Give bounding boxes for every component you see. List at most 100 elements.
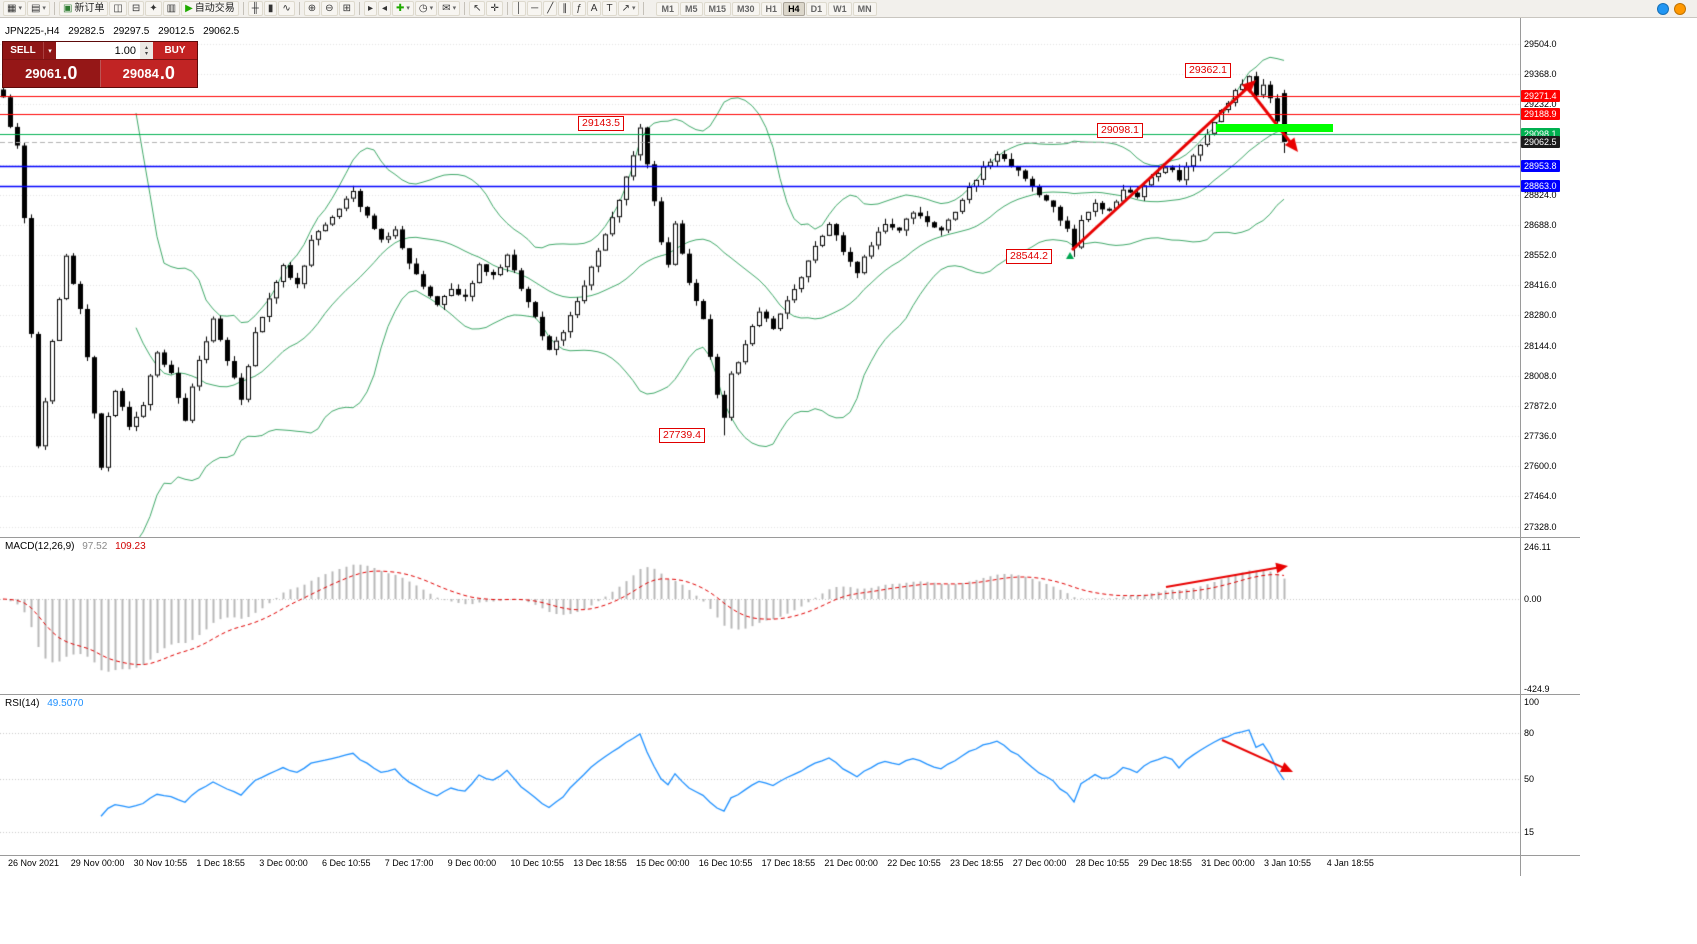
toolbar-separator — [358, 2, 360, 15]
label-button[interactable]: T — [602, 1, 617, 16]
sell-button[interactable]: SELL — [3, 42, 43, 59]
fibonacci-button[interactable]: ƒ — [572, 1, 586, 16]
line-chart-button[interactable]: ∿ — [278, 1, 295, 16]
timeframe-h4[interactable]: H4 — [783, 1, 805, 16]
close-value: 29062.5 — [203, 26, 240, 37]
sell-price[interactable]: 29061.0 — [3, 60, 101, 87]
price-axis-label: 28144.0 — [1524, 340, 1557, 351]
volume-input[interactable] — [56, 42, 140, 59]
price-axis-label: 29504.0 — [1524, 39, 1557, 49]
symbol-period-label: JPN225-,H4 — [5, 26, 60, 37]
data-window-button[interactable]: ⊟ — [127, 1, 145, 16]
trendline-button[interactable]: ╱ — [543, 1, 558, 16]
news-icon[interactable] — [1674, 2, 1686, 15]
price-axis[interactable]: 29504.029368.029232.029096.028960.028824… — [1520, 18, 1610, 876]
community-icon[interactable] — [1657, 2, 1669, 15]
panel-separator[interactable] — [0, 855, 1580, 856]
price-level-label: 29062.5 — [1521, 135, 1560, 148]
price-axis-label: 28008.0 — [1524, 370, 1557, 381]
label-icon: T — [606, 3, 613, 14]
profiles-button[interactable]: ▤ ▾ — [26, 1, 50, 16]
volume-stepper[interactable]: ▴ ▾ — [140, 42, 153, 59]
bar-chart-icon: ╫ — [251, 3, 259, 14]
horizontal-line-button[interactable]: ─ — [527, 1, 543, 16]
cursor-button[interactable]: ↖ — [469, 1, 486, 16]
time-axis-label: 30 Nov 10:55 — [133, 858, 188, 868]
zoom-in-icon: ⊕ — [307, 3, 317, 14]
time-axis-label: 3 Jan 10:55 — [1264, 858, 1312, 868]
market-watch-button[interactable]: ◫ — [109, 1, 127, 16]
template-button[interactable]: ✉ ▾ — [438, 1, 461, 16]
time-axis-label: 29 Dec 18:55 — [1138, 858, 1192, 868]
cursor-icon: ↖ — [473, 3, 482, 14]
arrows-button[interactable]: ↗ ▾ — [617, 1, 640, 16]
timeframe-w1[interactable]: W1 — [828, 1, 852, 16]
high-value: 29297.5 — [113, 26, 150, 37]
time-axis-label: 1 Dec 18:55 — [196, 858, 245, 868]
timeframe-m5[interactable]: M5 — [680, 1, 703, 16]
timeframe-m1[interactable]: M1 — [656, 1, 679, 16]
highlight-zone[interactable] — [1216, 124, 1333, 132]
period-button[interactable]: ◷ ▾ — [414, 1, 438, 16]
text-button[interactable]: A — [586, 1, 602, 16]
new-order-icon: ▣ — [62, 3, 73, 14]
add-indicator-button[interactable]: ✚ ▾ — [392, 1, 414, 16]
time-axis-label: 15 Dec 00:00 — [636, 858, 690, 868]
buy-price-int: 29084 — [122, 66, 159, 81]
price-axis-label: 27328.0 — [1524, 521, 1557, 532]
toolbar-separator — [298, 2, 300, 15]
main-price-chart[interactable] — [0, 18, 1520, 537]
order-type-dropdown[interactable]: ▾ — [43, 42, 56, 59]
price-annotation[interactable]: 27739.4 — [659, 428, 705, 443]
candle-chart-button[interactable]: ▮ — [263, 1, 278, 16]
data-window-icon: ⊟ — [131, 3, 141, 14]
timeframe-d1[interactable]: D1 — [805, 1, 828, 16]
timeframe-mn[interactable]: MN — [852, 1, 877, 16]
crosshair-icon: ✛ — [490, 3, 499, 14]
panel-separator[interactable] — [0, 694, 1580, 695]
time-axis-label: 3 Dec 00:00 — [259, 858, 308, 868]
price-axis-label: 29232.0 — [1524, 99, 1557, 110]
zoom-out-button[interactable]: ⊖ — [321, 1, 338, 16]
terminal-button[interactable]: ▥ — [162, 1, 181, 16]
time-axis-label: 13 Dec 18:55 — [573, 858, 627, 868]
price-annotation[interactable]: 29143.5 — [578, 116, 624, 131]
crosshair-button[interactable]: ✛ — [486, 1, 503, 16]
time-axis[interactable]: 26 Nov 2021 29 Nov 00:00 30 Nov 10:55 1 Dec… — [0, 856, 1580, 876]
new-chart-button[interactable]: ▦ ▾ — [3, 1, 26, 16]
zoom-in-button[interactable]: ⊕ — [303, 1, 321, 16]
buy-price[interactable]: 29084.0 — [100, 60, 197, 87]
time-axis-label: 21 Dec 00:00 — [824, 858, 878, 868]
arrows-icon: ↗ — [621, 3, 630, 14]
timeframe-m30[interactable]: M30 — [732, 1, 760, 16]
trendline-icon: ╱ — [547, 3, 554, 14]
navigator-button[interactable]: ✦ — [145, 1, 162, 16]
autotrading-button[interactable]: ▶ 自动交易 — [181, 1, 239, 16]
auto-scroll-button[interactable]: ▸ — [363, 1, 377, 16]
timeframe-h1[interactable]: H1 — [760, 1, 783, 16]
timeframe-m15[interactable]: M15 — [703, 1, 732, 16]
panel-separator[interactable] — [0, 537, 1580, 538]
chart-shift-icon: ◂ — [381, 3, 388, 14]
buy-button[interactable]: BUY — [153, 42, 197, 59]
macd-indicator-chart[interactable] — [0, 538, 1520, 694]
candle-chart-icon: ▮ — [267, 3, 274, 14]
macd-axis-label: 246.11 — [1524, 542, 1551, 553]
new-order-button[interactable]: ▣ 新订单 — [58, 1, 109, 16]
time-axis-label: 27 Dec 00:00 — [1012, 858, 1067, 868]
rsi-indicator-chart[interactable] — [0, 695, 1520, 855]
price-axis-label: 27872.0 — [1524, 400, 1557, 411]
chart-shift-button[interactable]: ◂ — [377, 1, 392, 16]
price-axis-border — [1520, 18, 1521, 876]
time-axis-label: 17 Dec 18:55 — [761, 858, 816, 868]
tile-windows-button[interactable]: ⊞ — [338, 1, 355, 16]
price-annotation[interactable]: 29362.1 — [1185, 63, 1231, 78]
price-annotation[interactable]: 28544.2 — [1006, 249, 1052, 264]
toolbar-separator — [464, 2, 466, 15]
tile-windows-icon: ⊞ — [342, 3, 351, 14]
channel-button[interactable]: ∥ — [558, 1, 572, 16]
vertical-line-button[interactable]: │ — [511, 1, 527, 16]
bar-chart-button[interactable]: ╫ — [247, 1, 263, 16]
price-annotation[interactable]: 29098.1 — [1097, 123, 1143, 138]
